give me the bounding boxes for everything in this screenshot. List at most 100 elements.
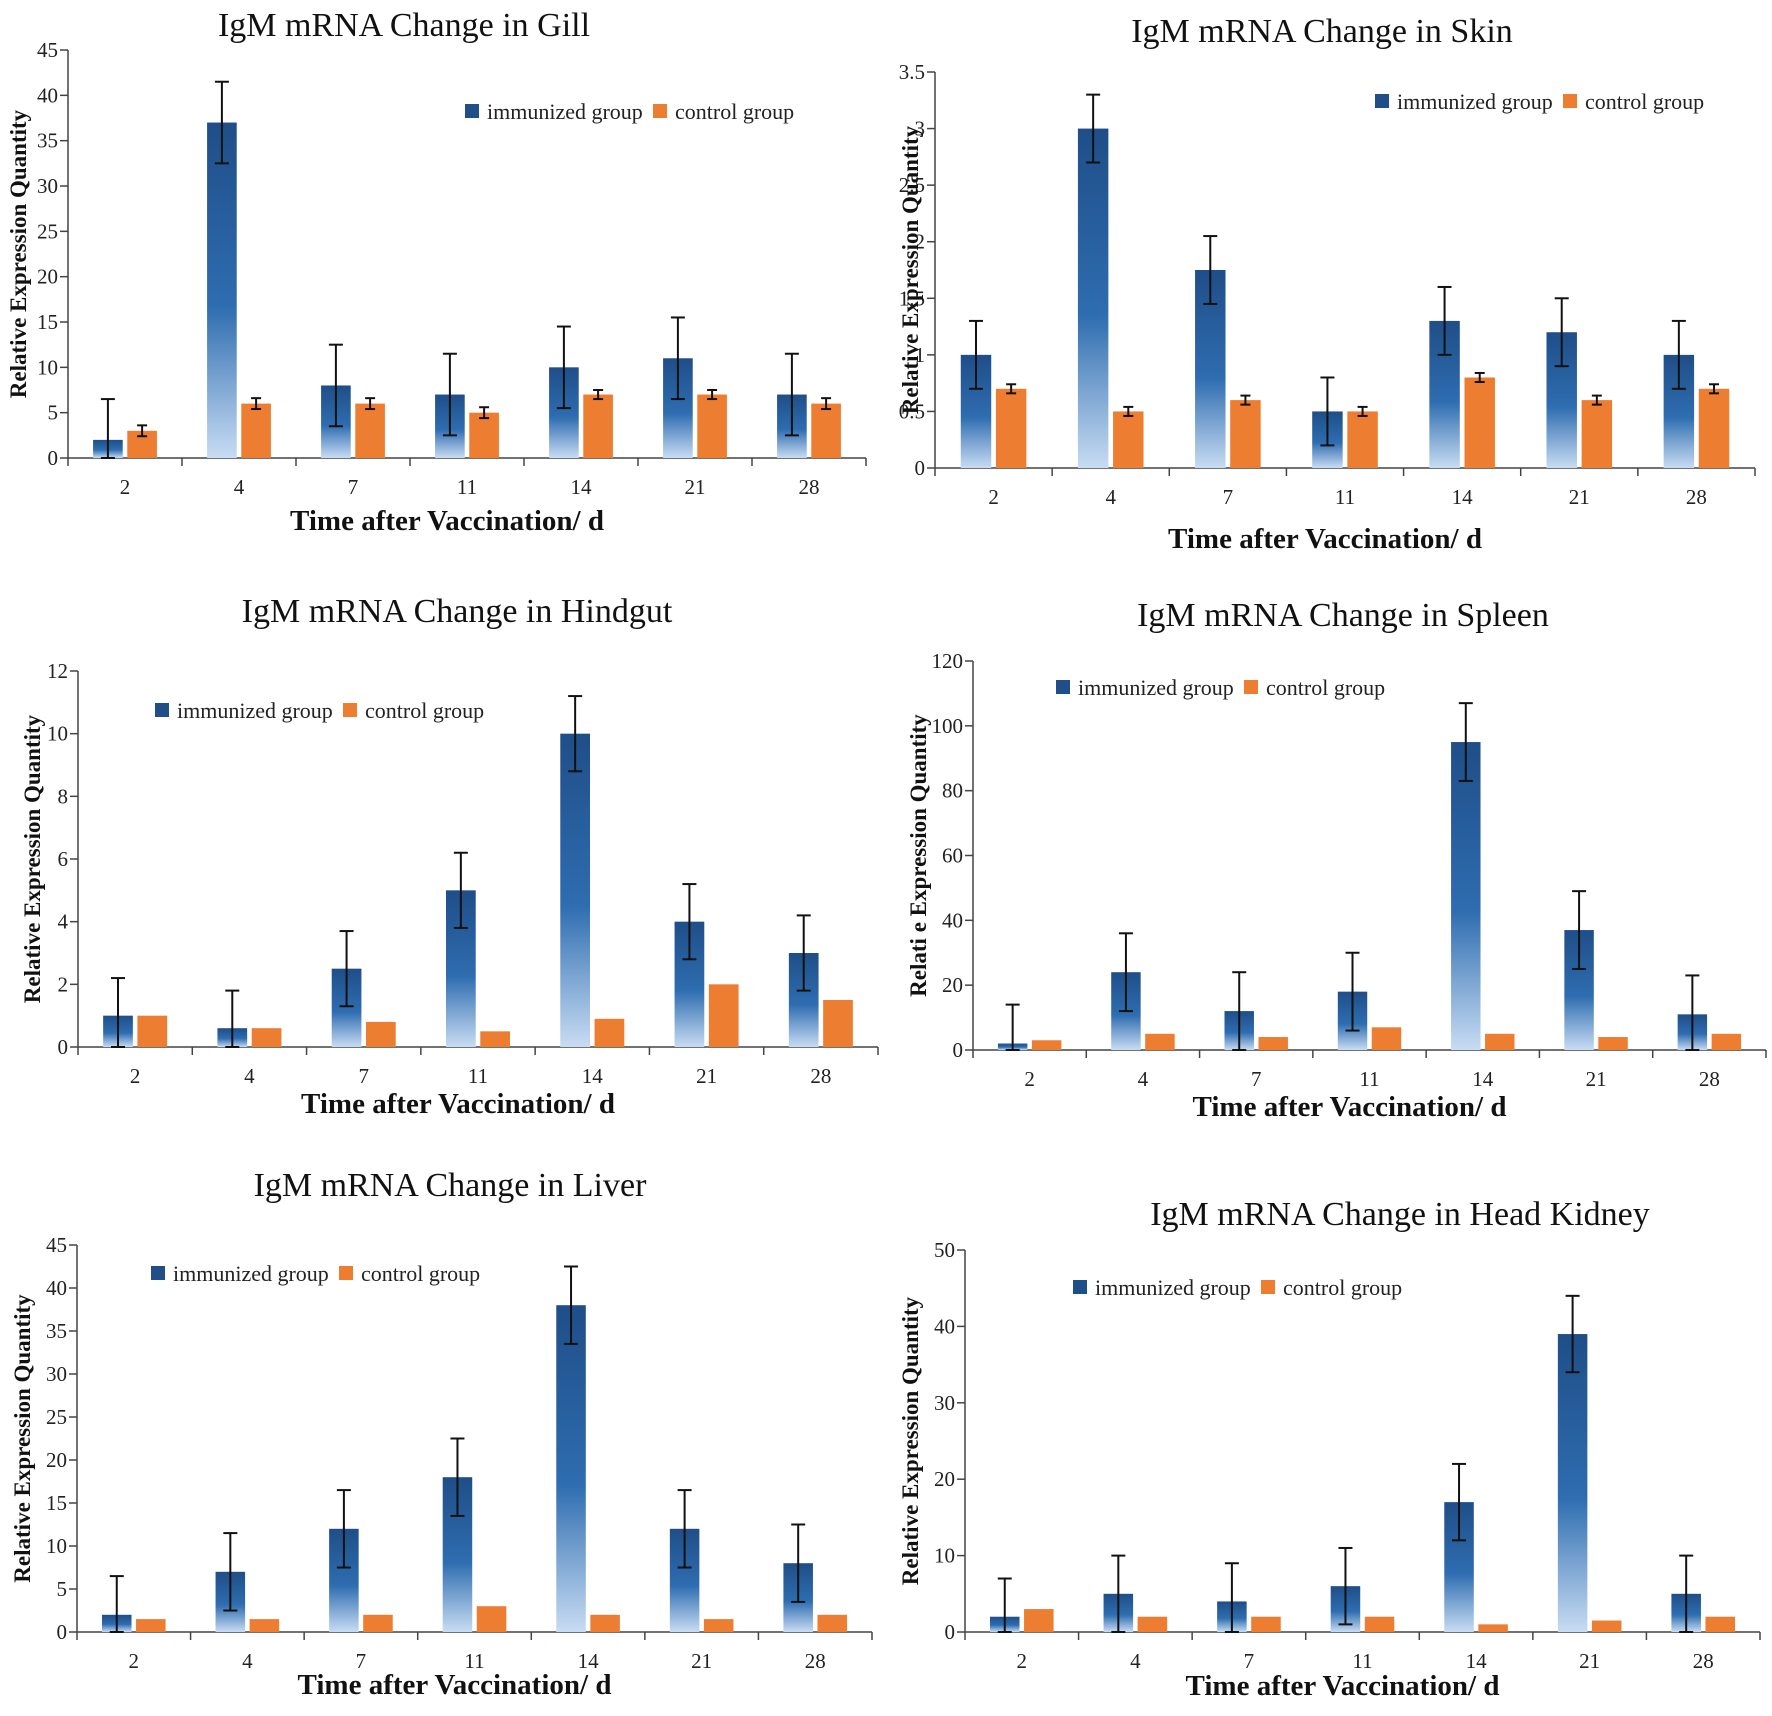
bar-immunized: [1451, 742, 1481, 1050]
bar-control: [366, 1021, 396, 1047]
legend: immunized group control group: [1073, 1275, 1402, 1300]
y-tick-label: 20: [37, 265, 58, 289]
y-tick-label: 0: [915, 456, 926, 480]
bar-control: [1347, 411, 1378, 468]
bar-control: [1464, 377, 1495, 468]
bar-immunized: [1557, 1334, 1588, 1632]
bar-control: [1031, 1040, 1062, 1050]
bar-control: [811, 403, 841, 458]
bar-control: [1581, 400, 1613, 468]
x-axis-label: Time after Vaccination/ d: [1168, 523, 1482, 555]
y-tick-label: 10: [46, 1534, 67, 1558]
y-axis-label: Relative Expression Quantity: [898, 1296, 923, 1585]
y-tick-label: 100: [932, 714, 964, 738]
x-tick-label: 28: [1699, 1067, 1720, 1091]
bar-control: [469, 412, 499, 458]
x-tick-label: 7: [358, 1064, 369, 1088]
y-tick-label: 15: [46, 1491, 67, 1515]
x-tick-label: 11: [457, 475, 477, 499]
bar-control: [995, 388, 1027, 468]
chart-panel-5: IgM mRNA Change in Head Kidney 0 10 20 30 40 5…: [898, 1196, 1761, 1702]
bar-control: [1113, 411, 1144, 468]
legend: immunized group control group: [155, 698, 484, 723]
legend-swatch-immunized: [1375, 94, 1389, 108]
y-axis-label: Relative Expression Quantity: [6, 109, 31, 398]
legend-label-control: control group: [675, 99, 794, 124]
x-tick-label: 21: [696, 1064, 717, 1088]
chart-title: IgM mRNA Change in Liver: [254, 1167, 648, 1204]
legend-swatch-control: [339, 1266, 353, 1280]
legend-label-control: control group: [365, 698, 484, 723]
bar-control: [476, 1606, 507, 1632]
x-tick-label: 21: [1569, 485, 1590, 509]
x-tick-label: 14: [578, 1649, 600, 1673]
chart-title: IgM mRNA Change in Gill: [218, 7, 590, 44]
chart-panel-4: IgM mRNA Change in Liver 0 5 10 15 20 25 30 35 40…: [10, 1167, 873, 1701]
bar-control: [1598, 1037, 1628, 1050]
bar-control: [583, 394, 613, 458]
x-tick-label: 7: [1251, 1067, 1262, 1091]
y-axis-label: Relati e Expression Quantity: [906, 714, 931, 997]
x-tick-label: 21: [685, 475, 706, 499]
y-tick-label: 5: [57, 1577, 68, 1601]
legend-swatch-control: [1563, 94, 1577, 108]
bar-control: [1591, 1620, 1622, 1632]
legend-label-immunized: immunized group: [177, 698, 333, 723]
y-tick-label: 25: [37, 219, 58, 243]
legend-swatch-immunized: [151, 1266, 165, 1280]
bar-control: [1705, 1616, 1736, 1632]
legend-label-control: control group: [1283, 1275, 1402, 1300]
y-tick-label: 25: [46, 1405, 67, 1429]
bar-control: [1364, 1616, 1395, 1632]
bar-control: [249, 1619, 280, 1632]
x-tick-label: 28: [805, 1649, 826, 1673]
x-tick-label: 7: [1244, 1649, 1255, 1673]
y-tick-label: 20: [934, 1467, 955, 1491]
x-tick-label: 7: [1223, 485, 1234, 509]
bar-immunized: [560, 733, 590, 1047]
y-tick-label: 3.5: [899, 60, 925, 84]
x-axis-label: Time after Vaccination/ d: [301, 1088, 615, 1120]
y-tick-label: 12: [47, 659, 68, 683]
legend-swatch-control: [653, 104, 667, 118]
bar-control: [590, 1614, 620, 1632]
bar-control: [697, 394, 727, 458]
bar-control: [1137, 1616, 1168, 1632]
legend-swatch-immunized: [1056, 680, 1070, 694]
x-axis-label: Time after Vaccination/ d: [290, 505, 604, 537]
bar-control: [1024, 1609, 1054, 1632]
y-tick-label: 40: [37, 83, 58, 107]
y-tick-label: 0: [953, 1038, 964, 1062]
legend-label-immunized: immunized group: [1078, 675, 1234, 700]
y-axis-label: Relative Expression Quantity: [10, 1294, 35, 1583]
legend-label-immunized: immunized group: [1397, 89, 1553, 114]
legend-label-immunized: immunized group: [487, 99, 643, 124]
legend-label-control: control group: [361, 1261, 480, 1286]
legend-swatch-immunized: [1073, 1280, 1087, 1294]
bar-control: [1698, 388, 1730, 468]
legend: immunized group control group: [1056, 675, 1385, 700]
y-tick-label: 2.5: [899, 173, 925, 197]
x-tick-label: 2: [129, 1649, 140, 1673]
bar-control: [1711, 1033, 1742, 1050]
chart-title: IgM mRNA Change in Spleen: [1137, 597, 1549, 634]
legend: immunized group control group: [151, 1261, 480, 1286]
chart-title: IgM mRNA Change in Head Kidney: [1150, 1196, 1650, 1233]
y-tick-label: 40: [934, 1314, 955, 1338]
legend-swatch-immunized: [155, 703, 169, 717]
y-tick-label: 35: [37, 129, 58, 153]
x-tick-label: 11: [468, 1064, 488, 1088]
y-tick-label: 40: [942, 908, 963, 932]
bar-control: [480, 1031, 510, 1047]
chart-title: IgM mRNA Change in Hindgut: [242, 593, 673, 630]
y-tick-label: 1.5: [899, 286, 925, 310]
bar-control: [137, 1015, 168, 1047]
x-tick-label: 2: [1017, 1649, 1028, 1673]
x-tick-label: 7: [356, 1649, 367, 1673]
y-tick-label: 10: [47, 722, 68, 746]
x-axis-label: Time after Vaccination/ d: [1193, 1091, 1507, 1123]
bar-control: [251, 1028, 282, 1047]
y-tick-label: 30: [934, 1391, 955, 1415]
x-axis-label: Time after Vaccination/ d: [298, 1669, 612, 1701]
